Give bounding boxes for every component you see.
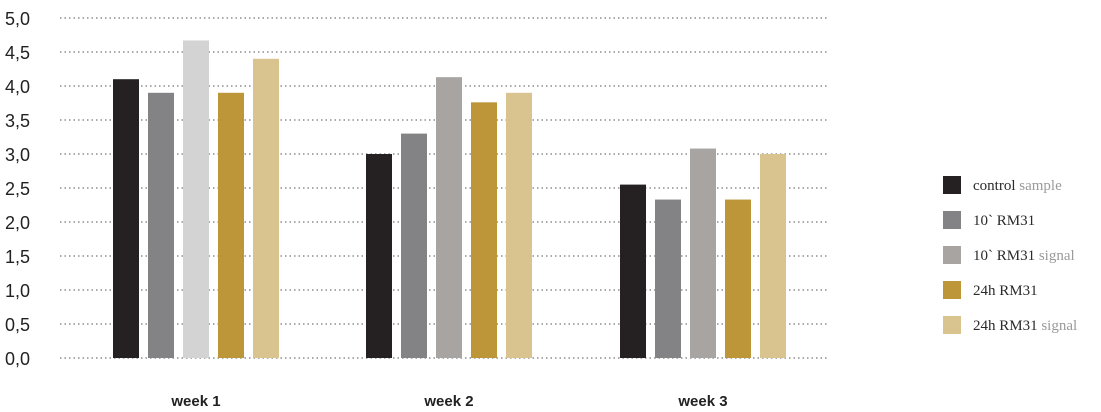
bar-2-5 xyxy=(506,92,532,359)
x-axis-categories: week 1 week 2 week 3 xyxy=(170,393,727,410)
x-category-label: week 3 xyxy=(677,393,727,410)
bar-1-2 xyxy=(148,92,174,359)
y-tick-label: 1,0 xyxy=(5,281,30,301)
bar-1-4 xyxy=(218,92,244,359)
bar-2-1 xyxy=(366,154,392,358)
legend-item: 10` RM31 signal xyxy=(973,248,1075,264)
y-tick-label: 2,5 xyxy=(5,179,30,199)
y-tick-label: 4,0 xyxy=(5,77,30,97)
bar-2-4 xyxy=(471,102,497,358)
bar-1-5 xyxy=(253,58,279,359)
bar-3-5 xyxy=(760,154,786,358)
bar-3-1 xyxy=(620,184,646,358)
bar-1-3 xyxy=(183,40,209,358)
bar-1-1 xyxy=(113,79,139,358)
y-tick-label: 0,0 xyxy=(5,349,30,369)
bar-3-4 xyxy=(725,199,751,358)
y-tick-label: 0,5 xyxy=(5,315,30,335)
y-tick-label: 3,5 xyxy=(5,111,30,131)
y-tick-label: 5,0 xyxy=(5,9,30,29)
legend-swatch xyxy=(943,176,961,194)
legend-item: 10` RM31 xyxy=(973,213,1035,229)
legend-item: control sample xyxy=(973,178,1062,194)
legend-swatch xyxy=(943,246,961,264)
y-axis-ticks: 0,0 0,5 1,0 1,5 2,0 2,5 3,0 3,5 4,0 4,5 5,0 xyxy=(5,9,30,369)
x-category-label: week 1 xyxy=(170,393,220,410)
bar-3-2 xyxy=(655,199,681,358)
bars xyxy=(113,40,786,359)
y-tick-label: 4,5 xyxy=(5,43,30,63)
legend-swatch xyxy=(943,316,961,334)
legend-item: 24h RM31 signal xyxy=(973,318,1077,334)
bar-3-3 xyxy=(690,148,716,358)
y-tick-label: 3,0 xyxy=(5,145,30,165)
legend-swatch xyxy=(943,281,961,299)
bar-2-2 xyxy=(401,133,427,358)
y-tick-label: 1,5 xyxy=(5,247,30,267)
bar-2-3 xyxy=(436,77,462,358)
legend: control sample 10` RM31 10` RM31 signal 24h… xyxy=(943,176,1077,334)
x-category-label: week 2 xyxy=(423,393,473,410)
legend-swatch xyxy=(943,211,961,229)
y-tick-label: 2,0 xyxy=(5,213,30,233)
legend-item: 24h RM31 xyxy=(973,283,1038,299)
